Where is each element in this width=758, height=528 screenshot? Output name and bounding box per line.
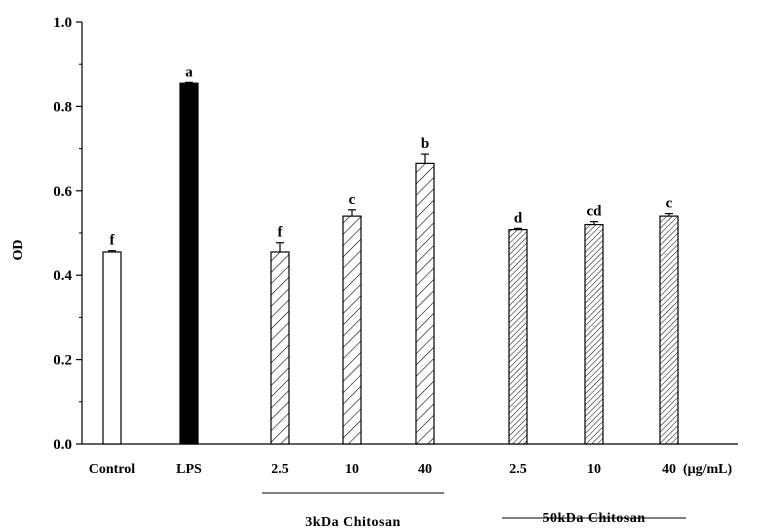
bar: [179, 82, 199, 445]
group-labels: 3kDa Chitosan 50kDa Chitosan: [262, 492, 686, 528]
bar: [102, 251, 122, 445]
bar: [415, 162, 435, 445]
category-label: 2.5: [509, 462, 527, 477]
bar: [584, 223, 604, 445]
unit-label: (μg/mL): [683, 462, 732, 477]
significance-letter: f: [278, 225, 284, 241]
category-label: Control: [89, 462, 136, 477]
bar: [270, 251, 290, 445]
category-label: 10: [587, 462, 601, 477]
category-label: 40: [418, 462, 432, 477]
category-label: 10: [345, 462, 359, 477]
significance-letter: f: [110, 233, 116, 249]
significance-letter: c: [349, 192, 356, 208]
y-tick-label: 0.8: [53, 99, 72, 115]
bar: [508, 229, 528, 445]
significance-letter: a: [185, 64, 193, 80]
y-ticks: 0.0 0.2 0.4 0.6 0.8 1.0: [53, 15, 82, 453]
y-tick-label: 0.4: [53, 268, 72, 284]
category-label: 2.5: [271, 462, 289, 477]
bar: [659, 215, 679, 445]
bars: f Control a LPS f 2.5 c 10 b 40 d 2.5 cd 10 c 40: [89, 64, 679, 477]
y-tick-label: 0.6: [53, 184, 72, 200]
category-label: LPS: [176, 462, 202, 477]
category-label: 40: [662, 462, 676, 477]
significance-letter: d: [514, 210, 523, 226]
y-axis-label: OD: [11, 240, 26, 261]
y-tick-label: 0.0: [53, 437, 72, 453]
y-tick-label: 0.2: [53, 353, 72, 369]
significance-letter: b: [421, 136, 429, 152]
significance-letter: c: [666, 196, 673, 212]
group-label: 50kDa Chitosan: [542, 511, 645, 526]
significance-letter: cd: [587, 204, 603, 220]
y-tick-label: 1.0: [53, 15, 72, 31]
bar: [342, 215, 362, 445]
group-label: 3kDa Chitosan: [305, 515, 401, 528]
